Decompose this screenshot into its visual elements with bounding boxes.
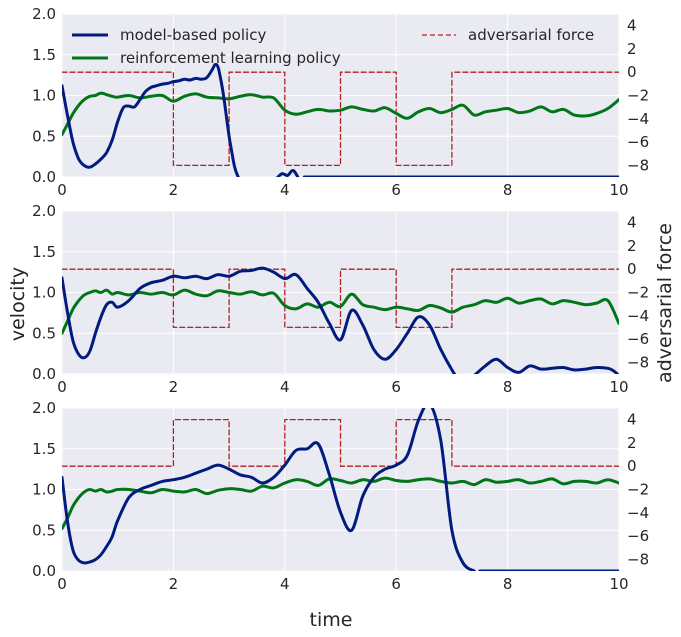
y-tick-label: 2.0	[32, 5, 56, 23]
y-tick-label: 0.5	[32, 521, 56, 539]
x-tick-label: 8	[503, 378, 513, 396]
y2-tick-label: −6	[627, 133, 649, 151]
y2-tick-label: 0	[627, 63, 637, 81]
series-group	[62, 266, 619, 374]
x-axis-label: time	[310, 609, 353, 631]
y-tick-label: 1.5	[32, 46, 56, 64]
panel-1: 0 2 4 6 8 10 0.0 0.5 1.0 1.5 2.0 −8 −6 −4 −2 0 2 4	[32, 5, 649, 199]
model-policy-line	[62, 62, 240, 177]
panel-2: 0 2 4 6 8 10 0.0 0.5 1.0 1.5 2.0 −8 −6 −4 −2 0 2 4	[32, 202, 649, 396]
y2-tick-label: 4	[627, 214, 637, 232]
series-group	[62, 408, 619, 571]
y2-tick-label: −2	[627, 481, 649, 499]
y-tick-label: 0.0	[32, 562, 56, 580]
y-tick-label: 2.0	[32, 202, 56, 220]
y2-tick-label: −4	[627, 110, 649, 128]
legend-force-label: adversarial force	[468, 26, 594, 44]
x-tick-label: 4	[280, 575, 290, 593]
rl-policy-line	[62, 476, 619, 531]
y-tick-label: 1.0	[32, 87, 56, 105]
y2-tick-label: 4	[627, 411, 637, 429]
rl-policy-line	[62, 91, 619, 137]
x-tick-label: 0	[57, 181, 67, 199]
y2-tick-label: −8	[627, 550, 649, 568]
rl-policy-line	[62, 288, 619, 335]
model-policy-line	[62, 408, 476, 571]
y2-tick-label: 2	[627, 40, 637, 58]
y2-tick-label: −2	[627, 87, 649, 105]
adversarial-force-line	[62, 71, 619, 167]
legend: model-based policy reinforcement learning…	[72, 26, 594, 67]
y2-tick-label: 2	[627, 434, 637, 452]
y2-axis-label: adversarial force	[654, 223, 676, 383]
x-tick-label: 0	[57, 575, 67, 593]
y2-tick-label: −6	[627, 527, 649, 545]
adversarial-force-line	[62, 418, 619, 467]
x-tick-label: 6	[391, 181, 401, 199]
y2-tick-label: −6	[627, 330, 649, 348]
adversarial-force-line	[62, 268, 619, 329]
x-tick-label: 10	[609, 575, 628, 593]
y-tick-label: 2.0	[32, 399, 56, 417]
y-tick-label: 1.0	[32, 284, 56, 302]
x-tick-label: 2	[169, 575, 179, 593]
panels: 0 2 4 6 8 10 0.0 0.5 1.0 1.5 2.0 −8 −6 −4 −2 0 2 4 0 2 4 6 8 10…	[32, 5, 649, 593]
legend-model-label: model-based policy	[120, 26, 266, 44]
y-axis-label: velocity	[7, 267, 29, 341]
x-tick-label: 8	[503, 181, 513, 199]
y2-tick-label: −4	[627, 307, 649, 325]
y2-tick-label: −2	[627, 284, 649, 302]
y2-tick-label: −8	[627, 156, 649, 174]
series-group	[62, 62, 619, 177]
y2-tick-label: 0	[627, 457, 637, 475]
y-tick-label: 0.0	[32, 365, 56, 383]
x-tick-label: 2	[169, 181, 179, 199]
x-tick-label: 10	[609, 181, 628, 199]
panel-3: 0 2 4 6 8 10 0.0 0.5 1.0 1.5 2.0 −8 −6 −4 −2 0 2 4	[32, 399, 649, 593]
x-tick-label: 2	[169, 378, 179, 396]
x-tick-label: 10	[609, 378, 628, 396]
y-tick-label: 1.0	[32, 481, 56, 499]
x-tick-label: 4	[280, 181, 290, 199]
y2-tick-label: 2	[627, 237, 637, 255]
model-policy-line	[275, 168, 300, 177]
y-tick-label: 1.5	[32, 440, 56, 458]
model-policy-line	[473, 357, 619, 374]
y2-tick-label: −8	[627, 353, 649, 371]
x-tick-label: 6	[391, 378, 401, 396]
x-tick-label: 8	[503, 575, 513, 593]
legend-rl-label: reinforcement learning policy	[120, 49, 341, 67]
y2-tick-label: 0	[627, 260, 637, 278]
x-tick-label: 6	[391, 575, 401, 593]
y-tick-label: 1.5	[32, 243, 56, 261]
y-tick-label: 0.0	[32, 168, 56, 186]
x-tick-label: 4	[280, 378, 290, 396]
y2-tick-label: −4	[627, 504, 649, 522]
model-policy-line	[62, 266, 457, 374]
y-tick-label: 0.5	[32, 324, 56, 342]
y2-tick-label: 4	[627, 17, 637, 35]
x-tick-label: 0	[57, 378, 67, 396]
y-tick-label: 0.5	[32, 127, 56, 145]
